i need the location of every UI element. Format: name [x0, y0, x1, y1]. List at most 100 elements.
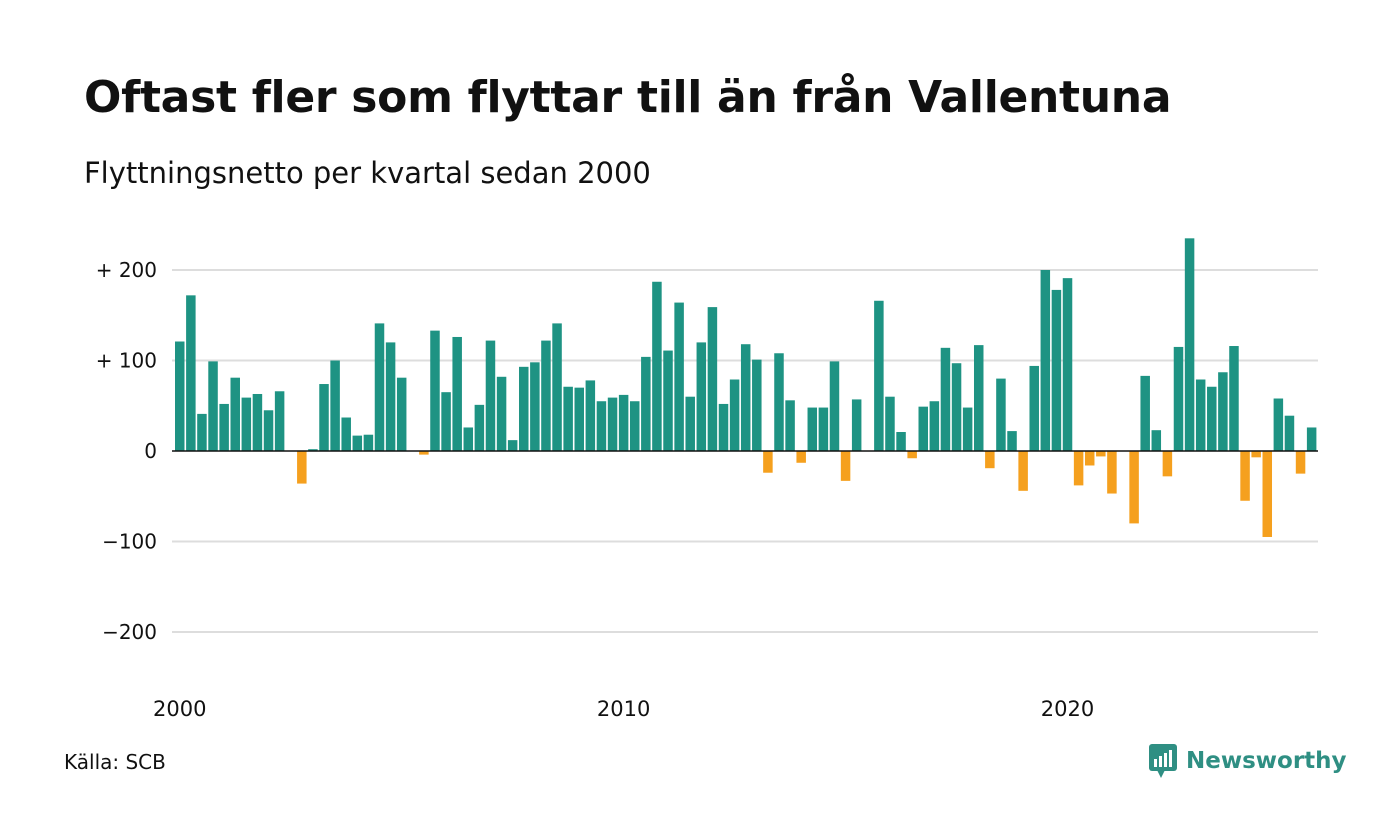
gridlines: [172, 269, 1318, 633]
bar: [1251, 451, 1261, 458]
bars: [175, 238, 1317, 537]
bar: [541, 340, 551, 451]
x-tick-label: 2010: [597, 697, 650, 721]
bar: [1140, 375, 1150, 451]
bar: [785, 400, 795, 451]
bar: [763, 451, 773, 473]
bar: [496, 376, 507, 451]
bar: [829, 361, 840, 451]
bar: [208, 361, 218, 451]
bar: [774, 353, 784, 451]
bar: [1162, 451, 1173, 477]
bar: [907, 451, 917, 459]
bar: [1184, 238, 1195, 451]
bar: [1007, 431, 1017, 451]
bar: [641, 356, 651, 451]
bar: [1084, 451, 1095, 466]
bar-chart: + 200 + 100 0 −100 −200 2000 2010 2020: [96, 238, 1318, 721]
bar: [186, 295, 196, 451]
bar: [485, 340, 496, 451]
bar: [1284, 415, 1295, 451]
bar: [563, 386, 573, 451]
bar: [330, 360, 340, 451]
bar: [219, 403, 229, 451]
bar: [441, 392, 451, 452]
x-tick-label: 2000: [153, 697, 206, 721]
bar: [1018, 451, 1028, 491]
bar: [707, 307, 718, 452]
bar: [507, 440, 518, 451]
bar: [585, 380, 596, 451]
y-tick-label: + 200: [96, 258, 157, 282]
bar: [308, 449, 318, 451]
bar: [607, 397, 618, 452]
chart-subtitle: Flyttningsnetto per kvartal sedan 2000: [84, 156, 651, 190]
bar: [385, 342, 396, 451]
bar: [1218, 372, 1228, 451]
bar: [1129, 451, 1139, 524]
bar: [851, 399, 862, 452]
x-tick-label: 2020: [1041, 697, 1094, 721]
x-axis-labels: 2000 2010 2020: [153, 697, 1094, 721]
bar: [896, 432, 906, 451]
bar: [263, 410, 274, 451]
bar: [1107, 451, 1117, 494]
bar: [951, 363, 962, 451]
bar: [374, 323, 385, 451]
bar: [663, 350, 673, 451]
bar: [530, 362, 540, 451]
bar: [252, 393, 263, 452]
bar: [752, 359, 762, 452]
bar: [740, 344, 751, 451]
bar: [918, 406, 928, 451]
y-axis-labels: + 200 + 100 0 −100 −200: [96, 258, 157, 644]
newsworthy-logo-icon: [1149, 744, 1177, 778]
bar: [230, 377, 240, 451]
chart-title: Oftast fler som flyttar till än från Val…: [84, 72, 1172, 123]
bar: [796, 451, 806, 463]
bar: [685, 396, 695, 451]
y-tick-label: + 100: [96, 349, 157, 373]
bar: [297, 451, 307, 484]
bar: [885, 396, 895, 451]
bar: [1273, 398, 1284, 451]
bar: [807, 407, 818, 451]
bar: [652, 281, 662, 451]
bar: [175, 341, 185, 452]
bar: [962, 407, 973, 451]
bar: [1229, 346, 1239, 451]
bar: [1295, 451, 1306, 474]
bar: [197, 413, 207, 451]
bar: [363, 434, 374, 451]
bar: [1207, 386, 1217, 451]
bar: [940, 347, 951, 451]
bar: [718, 403, 729, 451]
bar: [1262, 451, 1273, 537]
bar: [519, 366, 529, 451]
bar: [419, 451, 429, 455]
bar: [1040, 270, 1051, 451]
bar: [274, 391, 285, 451]
bar: [729, 379, 740, 451]
bar: [973, 345, 984, 452]
bar: [929, 401, 940, 451]
bar: [463, 427, 474, 451]
bar: [574, 387, 584, 451]
bar: [1151, 430, 1162, 452]
bar: [618, 394, 629, 451]
bar: [1306, 427, 1317, 451]
bar: [452, 336, 462, 451]
bar: [1195, 379, 1206, 451]
bar: [1051, 289, 1062, 451]
bar: [241, 397, 252, 452]
bar: [352, 435, 363, 451]
y-tick-label: −100: [102, 530, 157, 554]
bar: [985, 451, 995, 469]
bar: [1073, 451, 1084, 486]
source-note: Källa: SCB: [64, 750, 166, 774]
bar: [874, 300, 884, 451]
bar: [396, 377, 407, 451]
bar: [430, 330, 440, 451]
bar: [996, 378, 1006, 451]
bar: [818, 407, 829, 451]
